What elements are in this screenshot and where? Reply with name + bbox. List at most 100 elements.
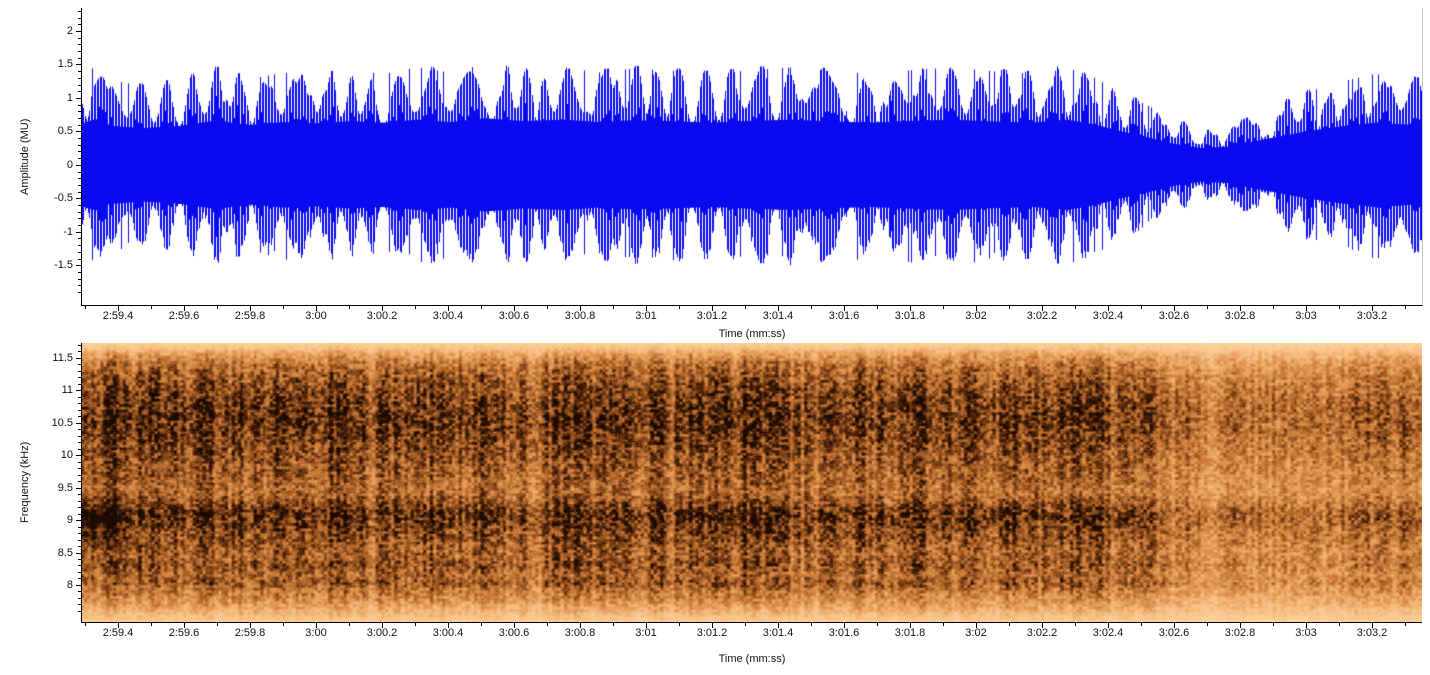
waveform-y-minor-tick	[78, 85, 81, 86]
waveform-x-minor-tick	[415, 306, 416, 309]
waveform-x-tick-label: 3:01.6	[828, 310, 860, 322]
waveform-y-minor-tick	[78, 111, 81, 112]
waveform-y-minor-tick	[78, 238, 81, 239]
spectrogram-x-tick	[250, 623, 251, 628]
waveform-x-minor-tick	[1141, 306, 1142, 309]
spectrogram-y-minor-tick	[78, 442, 81, 443]
spectrogram-y-minor-tick	[78, 540, 81, 541]
waveform-y-minor-tick	[78, 78, 81, 79]
waveform-x-tick	[514, 306, 515, 311]
waveform-x-tick-label: 3:02.6	[1158, 310, 1190, 322]
spectrogram-x-minor-tick	[1009, 623, 1010, 626]
waveform-y-minor-tick	[78, 192, 81, 193]
waveform-y-minor-tick	[78, 151, 81, 152]
spectrogram-x-minor-tick	[415, 623, 416, 626]
spectrogram-x-tick	[844, 623, 845, 628]
spectrogram-x-minor-tick	[1405, 623, 1406, 626]
spectrogram-x-tick	[646, 623, 647, 628]
spectrogram-x-tick	[1108, 623, 1109, 628]
waveform-x-minor-tick	[1339, 306, 1340, 309]
waveform-x-axis-title: Time (mm:ss)	[718, 328, 786, 340]
spectrogram-x-minor-tick	[679, 623, 680, 626]
waveform-x-tick	[778, 306, 779, 311]
waveform-x-minor-tick	[283, 306, 284, 309]
waveform-y-tick-label: -1	[63, 226, 73, 238]
waveform-x-tick-label: 3:02.4	[1092, 310, 1124, 322]
spectrogram-x-tick	[382, 623, 383, 628]
waveform-x-tick-label: 3:00.6	[498, 310, 530, 322]
waveform-y-minor-tick	[78, 272, 81, 273]
waveform-y-minor-tick	[78, 11, 81, 12]
spectrogram-x-tick-label: 2:59.4	[102, 627, 134, 639]
waveform-x-minor-tick	[1009, 306, 1010, 309]
waveform-y-minor-tick	[78, 51, 81, 52]
spectrogram-x-tick-label: 3:03.2	[1356, 627, 1388, 639]
spectrogram-x-tick-label: 3:00	[305, 627, 327, 639]
spectrogram-x-tick-label: 3:03	[1295, 627, 1317, 639]
spectrogram-y-minor-tick	[78, 475, 81, 476]
spectrogram-x-tick	[712, 623, 713, 628]
waveform-x-tick	[250, 306, 251, 311]
spectrogram-x-minor-tick	[613, 623, 614, 626]
spectrogram-y-minor-tick	[78, 403, 81, 404]
spectrogram-x-tick-label: 3:01.2	[696, 627, 728, 639]
spectrogram-x-tick	[448, 623, 449, 628]
waveform-y-tick	[76, 131, 81, 132]
spectrogram-x-minor-tick	[1141, 623, 1142, 626]
waveform-x-minor-tick	[1075, 306, 1076, 309]
waveform-x-minor-tick	[151, 306, 152, 309]
spectrogram-x-minor-tick	[217, 623, 218, 626]
spectrogram-x-minor-tick	[85, 623, 86, 626]
waveform-x-tick	[844, 306, 845, 311]
spectrogram-x-tick	[580, 623, 581, 628]
spectrogram-x-tick-label: 3:01	[635, 627, 657, 639]
waveform-x-minor-tick	[811, 306, 812, 309]
waveform-y-tick	[76, 165, 81, 166]
spectrogram-y-minor-tick	[78, 514, 81, 515]
spectrogram-x-axis-title: Time (mm:ss)	[718, 653, 786, 665]
spectrogram-y-minor-tick	[78, 559, 81, 560]
waveform-x-tick-label: 3:00.2	[366, 310, 398, 322]
spectrogram-y-minor-tick	[78, 481, 81, 482]
spectrogram-y-minor-tick	[78, 533, 81, 534]
waveform-x-minor-tick	[745, 306, 746, 309]
spectrogram-y-minor-tick	[78, 494, 81, 495]
spectrogram-y-minor-tick	[78, 462, 81, 463]
spectrogram-x-tick-label: 3:00.2	[366, 627, 398, 639]
spectrogram-y-minor-tick	[78, 598, 81, 599]
waveform-x-minor-tick	[877, 306, 878, 309]
spectrogram-y-tick-label: 8	[66, 579, 73, 591]
spectrogram-x-minor-tick	[151, 623, 152, 626]
waveform-x-tick	[184, 306, 185, 311]
waveform-x-tick	[448, 306, 449, 311]
waveform-x-tick	[1240, 306, 1241, 311]
waveform-x-minor-tick	[679, 306, 680, 309]
waveform-x-minor-tick	[217, 306, 218, 309]
waveform-x-tick	[316, 306, 317, 311]
waveform-x-tick	[1372, 306, 1373, 311]
waveform-y-minor-tick	[78, 24, 81, 25]
waveform-y-minor-tick	[78, 285, 81, 286]
spectrogram-x-tick	[184, 623, 185, 628]
spectrogram-y-minor-tick	[78, 468, 81, 469]
waveform-x-tick-label: 3:01.8	[894, 310, 926, 322]
spectrogram-y-minor-tick	[78, 416, 81, 417]
waveform-x-tick-label: 3:00.8	[564, 310, 596, 322]
waveform-y-minor-tick	[78, 172, 81, 173]
waveform-y-minor-tick	[78, 218, 81, 219]
waveform-x-tick-label: 3:03	[1295, 310, 1317, 322]
spectrogram-y-minor-tick	[78, 578, 81, 579]
waveform-y-minor-tick	[78, 44, 81, 45]
spectrogram-y-tick	[76, 423, 81, 424]
spectrogram-x-minor-tick	[547, 623, 548, 626]
spectrogram-x-minor-tick	[283, 623, 284, 626]
waveform-x-minor-tick	[85, 306, 86, 309]
spectrogram-canvas[interactable]	[82, 343, 1422, 622]
spectrogram-y-tick-label: 10	[60, 449, 73, 461]
waveform-y-minor-tick	[78, 125, 81, 126]
spectrogram-x-tick	[514, 623, 515, 628]
spectrogram-x-tick	[778, 623, 779, 628]
waveform-y-minor-tick	[78, 279, 81, 280]
spectrogram-y-minor-tick	[78, 397, 81, 398]
waveform-canvas[interactable]	[82, 8, 1422, 305]
